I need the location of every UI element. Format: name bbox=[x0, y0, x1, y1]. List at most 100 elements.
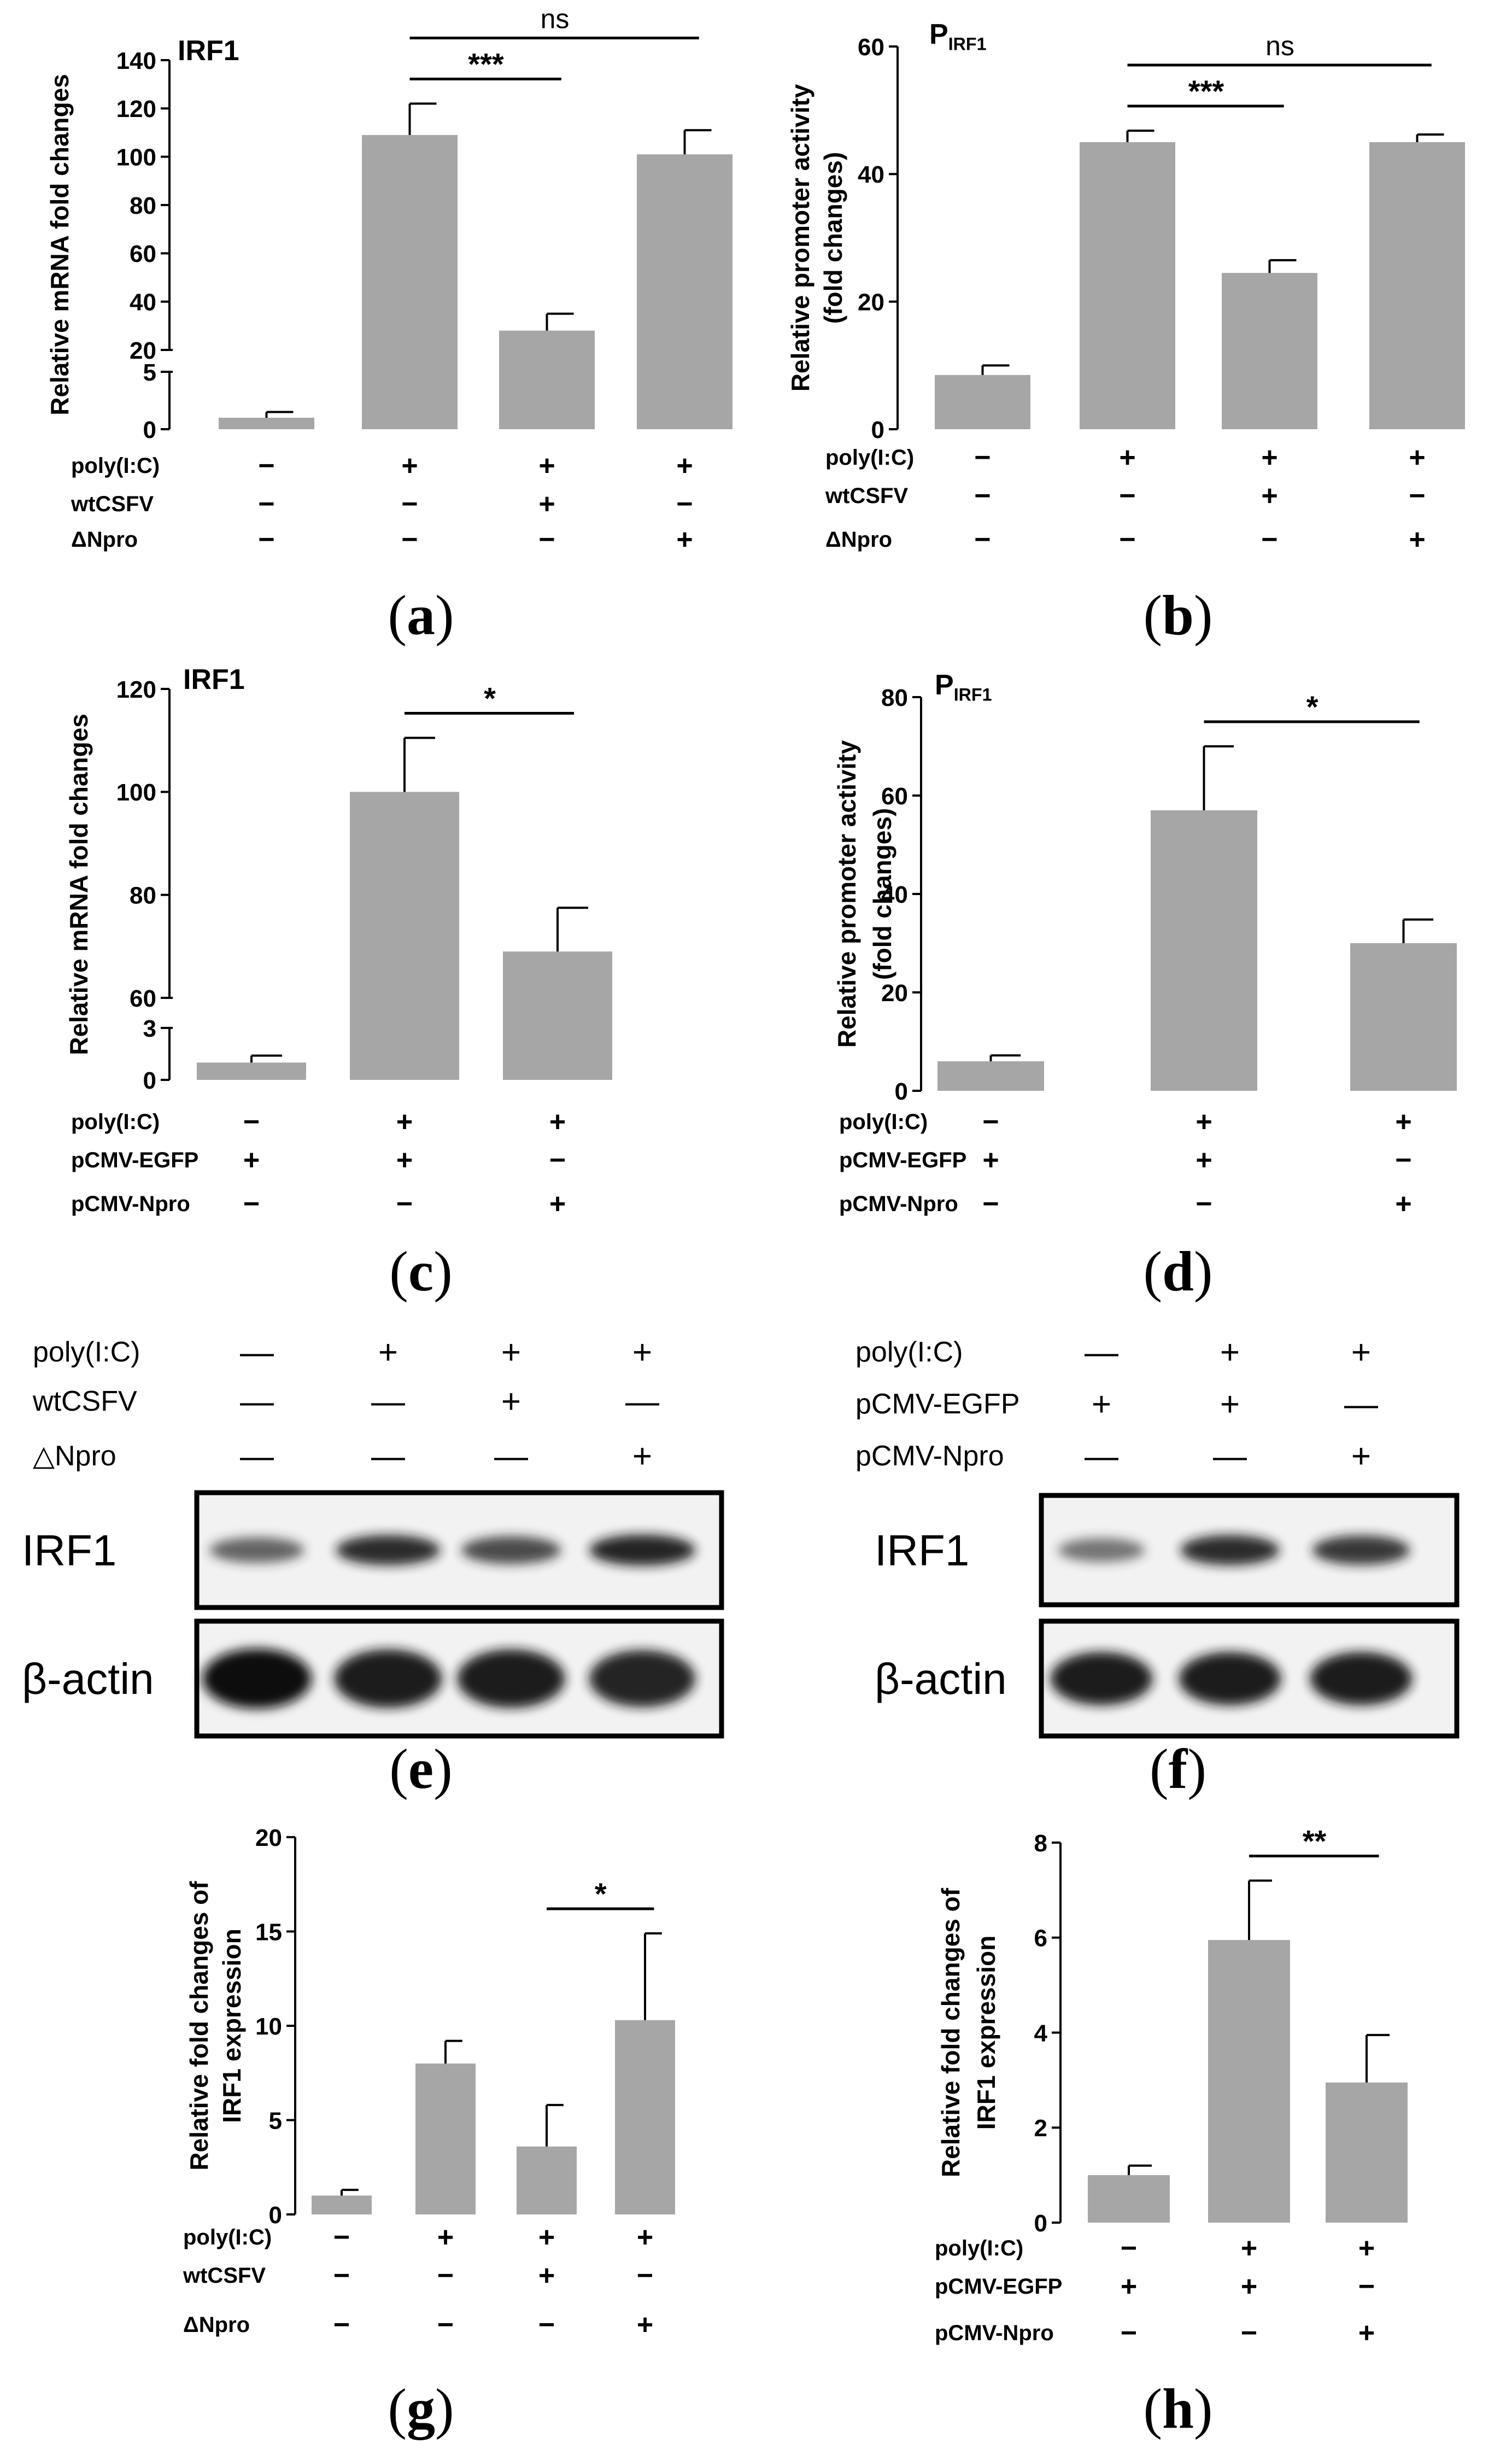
y-tick-label: 15 bbox=[255, 1919, 282, 1945]
y-axis-label-line2: IRF1 expression bbox=[972, 1936, 1000, 2130]
condition-sign: + bbox=[1358, 2317, 1375, 2349]
blot-condition-sign: + bbox=[632, 1334, 652, 1371]
condition-sign: + bbox=[1119, 442, 1135, 474]
y-tick-label: 100 bbox=[116, 144, 156, 171]
chart-title: PIRF1 bbox=[929, 19, 987, 54]
blot-row-label: IRF1 bbox=[875, 1526, 969, 1575]
condition-label: ΔNpro bbox=[825, 528, 892, 552]
condition-sign: + bbox=[243, 1144, 260, 1176]
blot-condition-sign: — bbox=[494, 1437, 528, 1475]
condition-label: pCMV-Npro bbox=[71, 1192, 190, 1216]
condition-sign: − bbox=[1395, 1144, 1411, 1176]
blot-band bbox=[1310, 1652, 1413, 1705]
y-axis-label: Relative fold changes of bbox=[185, 1881, 213, 2171]
condition-sign: + bbox=[1195, 1144, 1212, 1176]
condition-sign: + bbox=[437, 2222, 454, 2253]
condition-sign: + bbox=[538, 2260, 555, 2292]
blot-condition-label: poly(I:C) bbox=[33, 1336, 140, 1368]
bar bbox=[362, 135, 458, 429]
condition-label: poly(I:C) bbox=[183, 2225, 272, 2249]
blot-row-label: IRF1 bbox=[22, 1526, 116, 1575]
blot-band bbox=[461, 1536, 561, 1564]
y-tick-label: 80 bbox=[130, 192, 156, 219]
bar bbox=[937, 1061, 1044, 1091]
blot-condition-sign: + bbox=[1220, 1334, 1240, 1371]
y-tick-label: 5 bbox=[143, 359, 156, 386]
condition-sign: + bbox=[982, 1144, 999, 1176]
panel-label-h: (h) bbox=[1143, 2377, 1212, 2440]
condition-sign: + bbox=[1409, 524, 1425, 556]
condition-sign: − bbox=[396, 1188, 413, 1220]
chart-title-subscript: IRF1 bbox=[954, 685, 992, 704]
y-tick-label: 60 bbox=[130, 985, 156, 1012]
condition-sign: − bbox=[258, 524, 274, 556]
chart-title-main: IRF1 bbox=[178, 35, 239, 67]
y-tick-label: 20 bbox=[881, 980, 908, 1007]
y-tick-label: 20 bbox=[858, 289, 884, 316]
condition-sign: + bbox=[401, 450, 418, 482]
blot-condition-sign: + bbox=[501, 1334, 521, 1371]
condition-sign: − bbox=[1241, 2317, 1257, 2349]
y-tick-label: 20 bbox=[130, 337, 156, 364]
panel-e: poly(I:C) — + + + wtCSFV — — + — △Npro — — — + IRF1 β-ac… bbox=[22, 1334, 724, 1739]
y-tick-label: 0 bbox=[1034, 2210, 1047, 2237]
y-tick-label: 120 bbox=[116, 676, 156, 703]
significance-label: ** bbox=[1303, 1824, 1327, 1858]
blot-condition-label: pCMV-Npro bbox=[855, 1440, 1004, 1472]
condition-label: pCMV-Npro bbox=[839, 1192, 958, 1216]
condition-sign: − bbox=[982, 1106, 999, 1138]
condition-sign: + bbox=[538, 2222, 555, 2253]
y-tick-label: 10 bbox=[255, 2013, 282, 2040]
blot-condition-sign: — bbox=[240, 1383, 274, 1421]
panel-label-c: (c) bbox=[389, 1240, 452, 1303]
chart-title-main: P bbox=[929, 19, 948, 50]
condition-label: ΔNpro bbox=[183, 2313, 250, 2337]
y-tick-label: 4 bbox=[1034, 2020, 1048, 2047]
y-axis-label: Relative promoter activity bbox=[833, 740, 861, 1048]
panel-a: 0 520 40 60 80 100 120 140 Relative mRNA fold ch… bbox=[45, 4, 732, 556]
y-axis-label-line2: (fold changes) bbox=[868, 808, 896, 980]
blot-condition-sign: + bbox=[501, 1383, 521, 1421]
blot-condition-sign: — bbox=[1344, 1386, 1378, 1423]
blot-band bbox=[589, 1650, 695, 1708]
panel-c: 0 3 60 80 100 120 Relative mRNA fold changes IR… bbox=[65, 664, 612, 1220]
y-tick-label: 40 bbox=[130, 289, 156, 316]
blot-condition-sign: — bbox=[371, 1437, 405, 1475]
y-tick-label: 80 bbox=[130, 882, 156, 909]
y-tick-label: 140 bbox=[116, 48, 156, 74]
condition-sign: − bbox=[676, 488, 693, 520]
condition-sign: − bbox=[974, 480, 991, 512]
bar bbox=[499, 330, 595, 429]
bar bbox=[415, 2064, 476, 2214]
condition-sign: − bbox=[974, 524, 991, 556]
bar bbox=[1222, 273, 1317, 429]
blot-band bbox=[1058, 1538, 1145, 1562]
bar bbox=[1208, 1940, 1290, 2223]
condition-sign: − bbox=[1121, 2232, 1137, 2264]
chart-title-main: IRF1 bbox=[183, 664, 245, 695]
bar bbox=[1080, 142, 1175, 429]
bar bbox=[219, 418, 314, 429]
chart-title-main: P bbox=[935, 669, 954, 701]
condition-sign: − bbox=[258, 450, 274, 482]
y-tick-label: 0 bbox=[871, 417, 884, 443]
blot-band bbox=[1180, 1535, 1280, 1565]
y-tick-label: 6 bbox=[1034, 1925, 1047, 1952]
blot-condition-label: pCMV-EGFP bbox=[855, 1388, 1020, 1420]
y-axis-label: Relative mRNA fold changes bbox=[65, 714, 93, 1055]
condition-sign: + bbox=[1241, 2271, 1257, 2302]
y-tick-label: 5 bbox=[269, 2107, 282, 2134]
blot-condition-sign: — bbox=[1213, 1437, 1247, 1475]
condition-sign: − bbox=[549, 1144, 566, 1176]
panel-label-g: (g) bbox=[388, 2377, 454, 2440]
panel-label-e: (e) bbox=[389, 1738, 452, 1801]
condition-label: ΔNpro bbox=[71, 528, 138, 552]
bar bbox=[503, 951, 612, 1080]
condition-sign: + bbox=[676, 450, 693, 482]
blot-band bbox=[1050, 1652, 1153, 1705]
blot-condition-sign: — bbox=[1085, 1437, 1118, 1475]
condition-label: wtCSFV bbox=[183, 2264, 266, 2288]
blot-condition-sign: — bbox=[240, 1437, 274, 1475]
condition-sign: + bbox=[396, 1144, 413, 1176]
